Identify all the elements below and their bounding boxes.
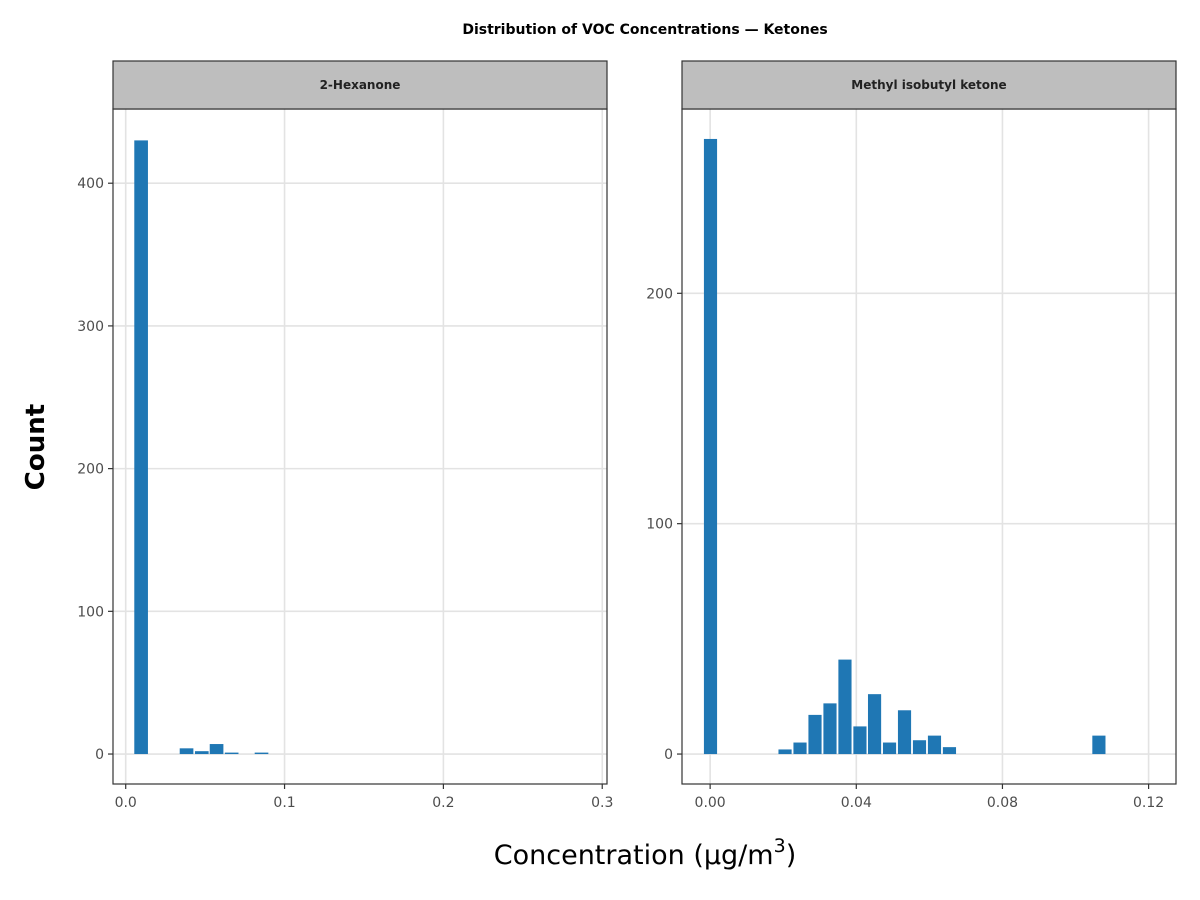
panel-background xyxy=(113,109,607,784)
x-tick-label: 0.12 xyxy=(1133,795,1164,811)
facet-panel: 2-Hexanone 0.0 0.1 0.2 0.3 0 100 200 300 400 xyxy=(77,60,613,811)
y-tick-label: 100 xyxy=(646,517,673,533)
y-tick-label: 200 xyxy=(77,462,104,478)
x-tick-label: 0.0 xyxy=(115,795,137,811)
y-tick-label: 400 xyxy=(77,176,104,192)
panels: 2-Hexanone 0.0 0.1 0.2 0.3 0 100 200 300 400 Methy… xyxy=(77,60,1177,811)
y-axis-label: Count xyxy=(21,404,51,490)
histogram-bar xyxy=(179,748,194,755)
facet-strip-label: 2-Hexanone xyxy=(320,78,401,92)
histogram-bar xyxy=(778,749,792,755)
histogram-bar xyxy=(912,740,927,755)
histogram-bar xyxy=(838,659,852,755)
histogram-bar xyxy=(194,751,209,755)
facet-strip xyxy=(112,60,608,110)
x-axis-label-main: Concentration (µg/m xyxy=(494,840,774,871)
histogram-bar xyxy=(808,714,822,755)
histogram-bar xyxy=(823,703,837,755)
histogram-bar xyxy=(134,140,148,755)
y-tick-label: 0 xyxy=(664,747,673,763)
histogram-bar xyxy=(793,742,807,755)
x-tick-label: 0.04 xyxy=(841,795,872,811)
x-tick-label: 0.3 xyxy=(591,795,613,811)
histogram-bar xyxy=(942,747,957,755)
y-tick-label: 0 xyxy=(95,747,104,763)
y-tick-label: 200 xyxy=(646,286,673,302)
x-axis-label: Concentration (µg/m3) xyxy=(494,835,796,871)
facet-panel: Methyl isobutyl ketone 0.00 0.04 0.08 0.12 0 1… xyxy=(646,60,1177,811)
x-axis-label-tail: ) xyxy=(786,840,797,871)
y-tick-label: 300 xyxy=(77,319,104,335)
panel-background xyxy=(682,109,1176,784)
histogram-bar xyxy=(927,735,942,755)
x-axis-label-superscript: 3 xyxy=(774,835,786,857)
x-tick-label: 0.08 xyxy=(987,795,1018,811)
histogram-bar xyxy=(254,752,269,755)
histogram-bar xyxy=(853,726,867,755)
histogram-bar xyxy=(224,752,239,755)
chart-title: Distribution of VOC Concentrations — Ket… xyxy=(462,22,827,38)
x-tick-label: 0.2 xyxy=(432,795,454,811)
histogram-bar xyxy=(867,694,882,755)
facet-strip xyxy=(681,60,1177,110)
facet-strip-label: Methyl isobutyl ketone xyxy=(851,78,1006,92)
x-tick-label: 0.00 xyxy=(695,795,726,811)
histogram-bar xyxy=(209,744,224,755)
x-tick-label: 0.1 xyxy=(273,795,295,811)
histogram-bar xyxy=(703,138,718,755)
y-tick-label: 100 xyxy=(77,604,104,620)
histogram-bar xyxy=(897,710,912,755)
histogram-bar xyxy=(1092,735,1106,755)
histogram-bar xyxy=(882,742,897,755)
